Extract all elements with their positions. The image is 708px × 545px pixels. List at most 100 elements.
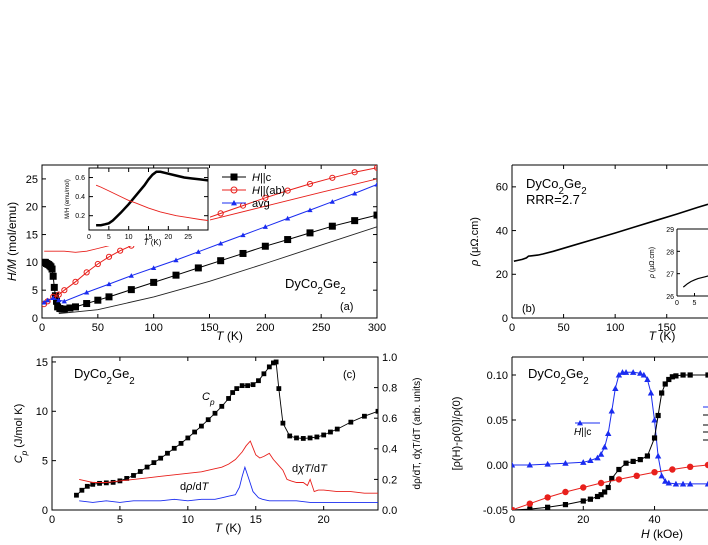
legend-marker (577, 420, 583, 426)
y-axis-label: ρ (μΩ.cm) (469, 217, 481, 267)
data-point (44, 297, 51, 303)
data-point (97, 480, 102, 486)
data-point (373, 211, 377, 219)
data-point (512, 506, 516, 510)
data-point (673, 373, 679, 379)
data-point (306, 229, 314, 237)
panel-label: (b) (522, 303, 535, 315)
x-axis-label: T (K) (216, 329, 243, 343)
data-point (72, 278, 79, 285)
x-tick-label: 5 (107, 234, 111, 241)
panel-label: (c) (343, 369, 356, 381)
x-tick-label: 50 (557, 322, 569, 334)
data-point (151, 265, 157, 271)
data-point (262, 194, 269, 201)
data-point (212, 410, 218, 416)
x-tick-label: 10 (125, 234, 133, 241)
data-point (609, 475, 615, 482)
data-point (608, 407, 615, 414)
y-tick-label-right: 0.8 (382, 382, 397, 394)
y-tick-label: 10 (36, 406, 48, 418)
data-point (615, 371, 623, 378)
y-tick-label: 15 (36, 357, 48, 369)
data-point (239, 383, 245, 389)
data-point (597, 451, 605, 457)
data-point (287, 433, 293, 439)
panel-d: 0 20 40 -0.05 0.00 0.05 0.10 H (kOe) [ρ(H)-ρ(0)]… (451, 356, 708, 541)
series-points-Cp (74, 359, 378, 498)
data-point (106, 281, 112, 287)
data-point (84, 483, 90, 489)
data-point (245, 383, 250, 389)
annotation-cp: Cp (202, 391, 215, 407)
compound-label: DyCo2Ge2 (528, 366, 589, 387)
x-tick-label: 300 (368, 322, 386, 334)
data-point (672, 480, 680, 487)
x-tick-label: 200 (256, 322, 274, 334)
data-point (50, 295, 56, 301)
inset-y-tick-label: 29 (666, 227, 674, 234)
data-point (48, 265, 56, 273)
data-point (226, 396, 231, 401)
x-tick-label: 25 (184, 234, 192, 241)
panel-label: (a) (340, 301, 353, 313)
data-point (307, 435, 313, 441)
data-point (280, 420, 286, 426)
data-point (375, 408, 378, 414)
annotation-dchi: dχT/dT (292, 463, 328, 475)
inset-x-tick-label: 5 (693, 300, 697, 307)
data-point (83, 300, 91, 308)
data-point (602, 489, 608, 495)
data-point (128, 273, 134, 278)
data-point (49, 272, 57, 280)
inset-y-tick-label: 28 (666, 249, 674, 256)
y-axis-label: [ρ(H)-ρ(0)]/ρ(0) (451, 397, 463, 471)
data-point (117, 247, 124, 254)
data-point (623, 460, 629, 466)
data-point (250, 382, 256, 388)
data-point (55, 291, 62, 298)
legend-marker (230, 173, 238, 181)
data-point (74, 492, 79, 498)
series-points-black (512, 372, 708, 510)
compound-label: DyCo2Ge2 (526, 176, 587, 197)
data-point (654, 452, 662, 459)
compound-label: DyCo2Ge2 (285, 276, 346, 297)
series-points-blue (512, 369, 708, 487)
data-point (662, 381, 668, 387)
inset-y-label: ρ (μΩ.cm) (649, 247, 656, 279)
data-point (110, 479, 116, 485)
data-point (53, 297, 61, 305)
data-point (512, 461, 516, 468)
y-tick-label: 0.05 (487, 415, 508, 427)
data-point (666, 376, 672, 383)
y-axis-label: H/M (mol/emu) (5, 202, 19, 281)
y-tick-label: 5 (42, 455, 48, 467)
inset-x-tick-label: 0 (675, 300, 679, 307)
data-point (612, 385, 619, 392)
x-tick-label: 15 (250, 514, 262, 526)
x-tick-label: 50 (92, 322, 104, 334)
data-point (240, 232, 246, 238)
y-tick-label: 0 (42, 505, 48, 517)
x-tick-label: 20 (164, 234, 172, 241)
data-point (90, 481, 96, 487)
data-point (348, 419, 354, 425)
data-point (362, 413, 367, 419)
data-point (597, 479, 605, 487)
data-point (334, 426, 340, 432)
series-points-avg (42, 181, 377, 305)
data-point (527, 506, 533, 510)
data-point (173, 257, 179, 263)
data-point (630, 458, 636, 464)
series-line-rho-low (682, 275, 708, 288)
series-line-Cp (76, 361, 378, 496)
x-axis-label: H (kOe) (641, 527, 683, 541)
y-tick-label-right: 0.6 (382, 413, 397, 425)
inset-y-tick-label: 26 (666, 294, 674, 301)
data-point (205, 417, 211, 423)
y-tick-label: 25 (26, 174, 38, 186)
data-point (587, 457, 594, 464)
legend-label: H||c (252, 172, 272, 184)
